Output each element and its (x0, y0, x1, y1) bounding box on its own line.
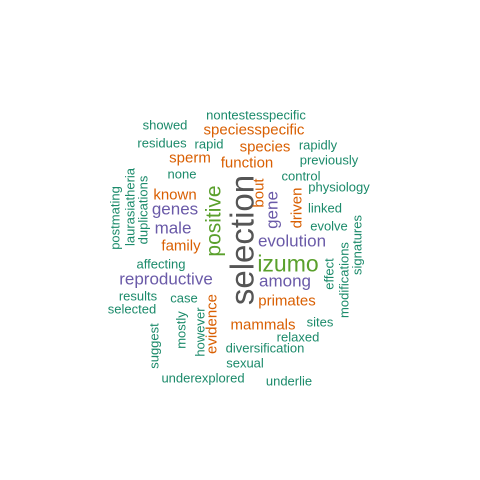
word-species: species (239, 138, 291, 156)
word-postmating: postmating (107, 186, 123, 250)
word-genes: genes (151, 199, 199, 219)
word-physiology: physiology (308, 179, 370, 195)
word-showed: showed (142, 117, 188, 133)
word-none: none (167, 166, 197, 182)
word-nontestesspecific: nontestesspecific (206, 107, 306, 123)
word-positive: positive (202, 185, 226, 257)
word-speciesspecific: speciesspecific (203, 121, 305, 139)
word-underexplored: underexplored (161, 370, 245, 386)
word-diversification: diversification (225, 340, 305, 356)
word-signatures: signatures (349, 215, 365, 275)
word-rapid: rapid (194, 136, 224, 152)
word-linked: linked (308, 200, 342, 216)
word-case: case (170, 290, 198, 306)
word-izumo: izumo (257, 250, 319, 277)
word-bout: bout (250, 178, 268, 208)
word-relaxed: relaxed (276, 329, 320, 345)
word-evolution: evolution (257, 231, 327, 251)
word-primates: primates (258, 292, 316, 310)
word-suggest: suggest (146, 323, 162, 369)
word-results: results (118, 288, 158, 304)
word-rapidly: rapidly (298, 137, 338, 153)
word-among: among (259, 271, 311, 291)
word-sites: sites (306, 314, 334, 330)
word-underlie: underlie (265, 373, 313, 389)
word-mostly: mostly (173, 311, 189, 349)
word-control: control (281, 168, 321, 184)
word-function: function (220, 154, 274, 172)
word-however: however (192, 307, 208, 357)
word-selected: selected (107, 301, 157, 317)
word-mammals: mammals (230, 316, 296, 334)
word-affecting: affecting (136, 256, 186, 272)
word-duplications: duplications (135, 175, 151, 245)
word-evolve: evolve (310, 218, 348, 234)
word-residues: residues (137, 135, 187, 151)
word-male: male (154, 218, 192, 238)
word-previously: previously (299, 152, 359, 168)
word-effect: effect (321, 258, 337, 290)
word-family: family (161, 237, 201, 255)
word-sexual: sexual (226, 355, 264, 371)
word-sperm: sperm (169, 149, 211, 167)
word-reproductive: reproductive (119, 269, 213, 289)
word-driven: driven (288, 187, 306, 229)
word-known: known (153, 186, 197, 204)
word-modifications: modifications (336, 242, 352, 318)
